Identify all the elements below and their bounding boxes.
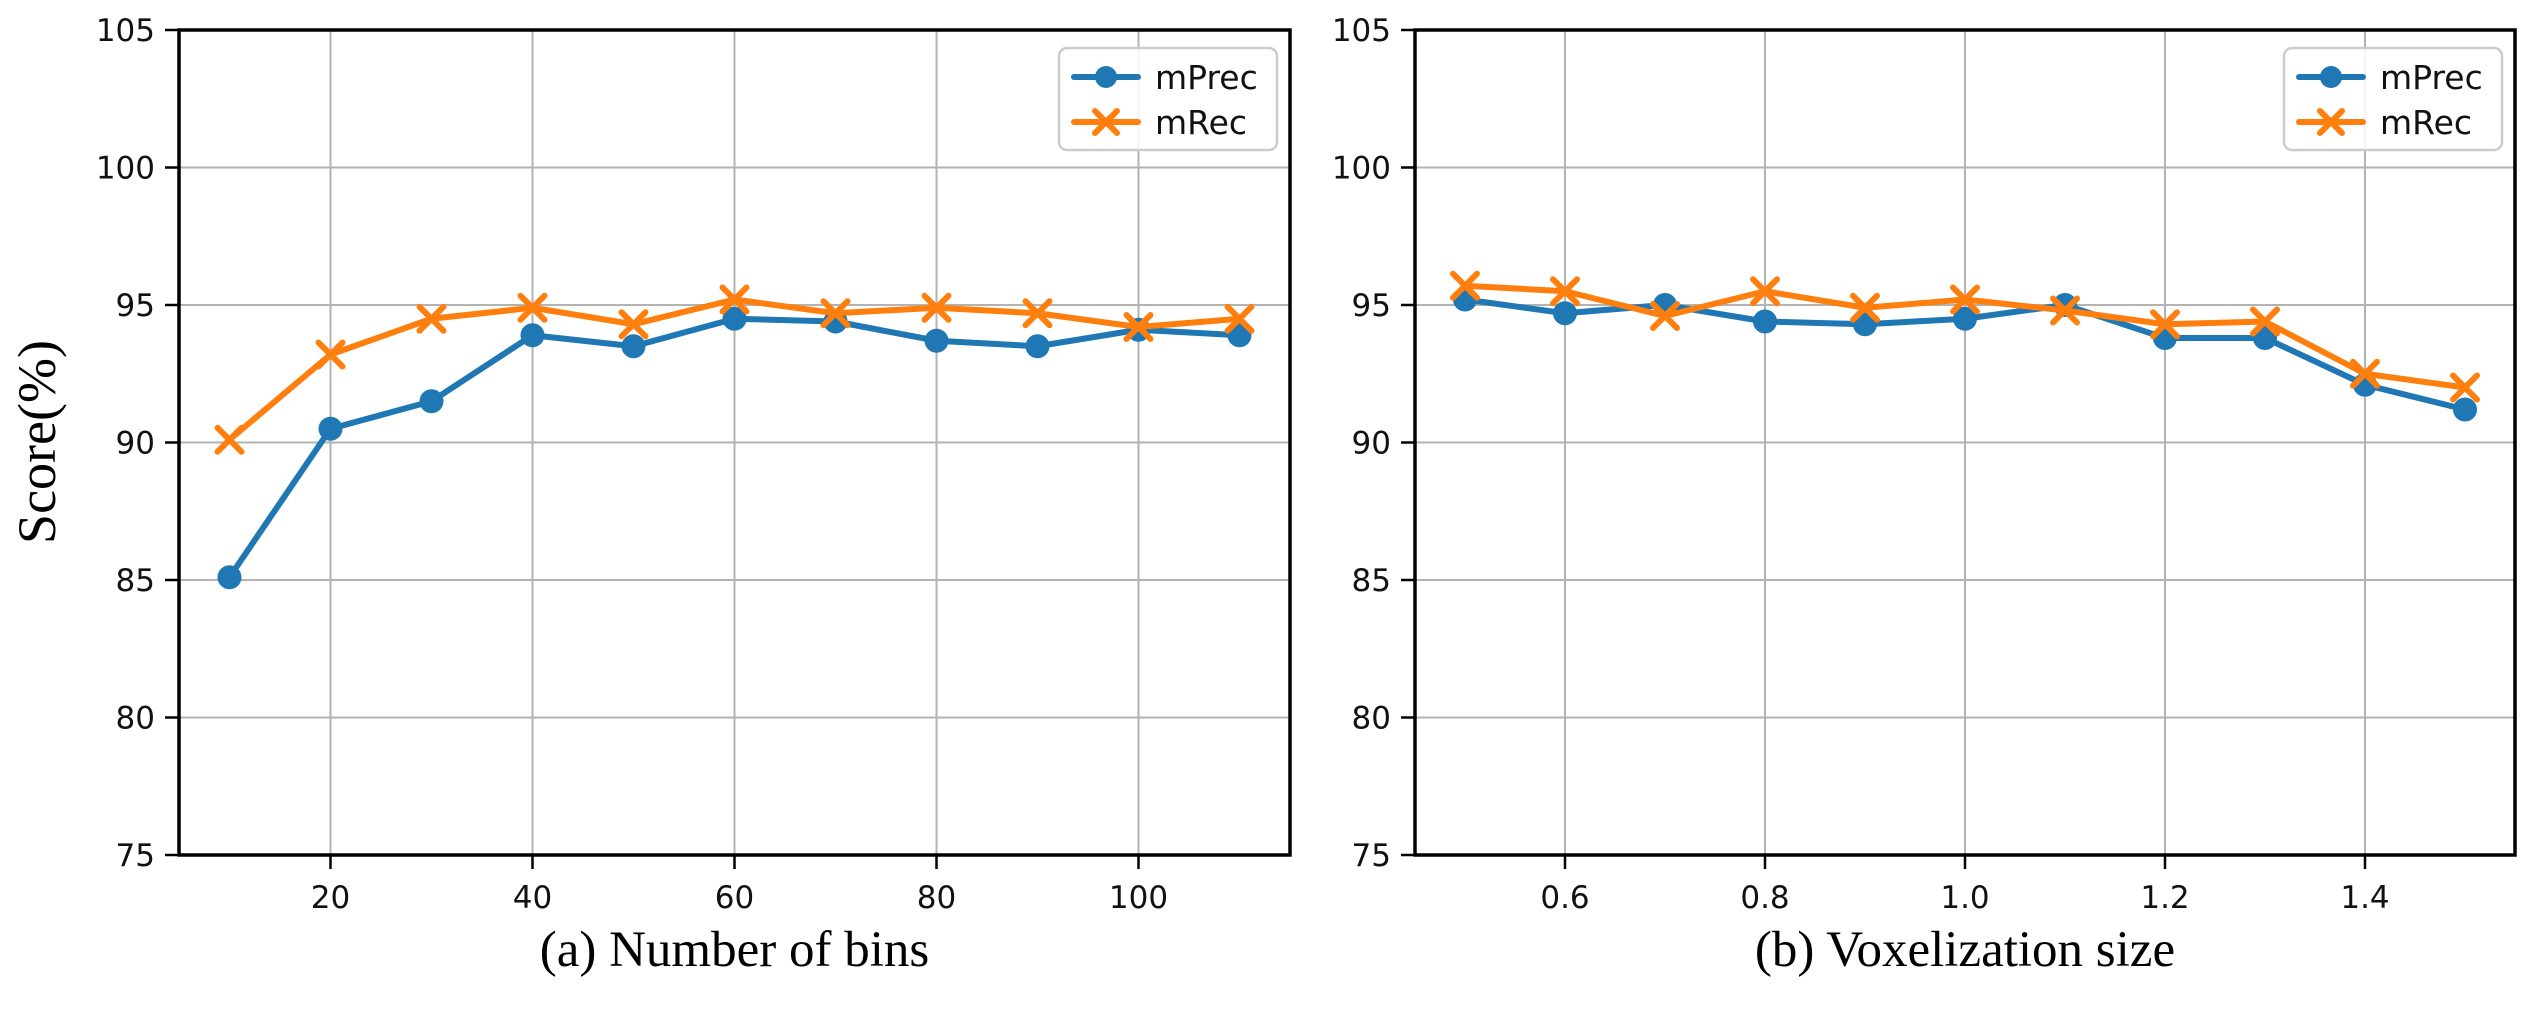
marker-mRec-0: [1450, 270, 1480, 301]
y-tick-label: 90: [116, 426, 155, 462]
chart-a: 20 40 60 80 100 75 80 85 90 95 100 105 mPrec mRec: [96, 13, 1292, 916]
marker-mRec-6: [820, 298, 851, 329]
marker-mPrec-2: [419, 389, 444, 414]
legend: mPrec mRec: [1057, 46, 1279, 152]
x-tick-label: 100: [1109, 880, 1168, 916]
x-tick-label: 60: [715, 880, 754, 916]
marker-mPrec-3: [520, 323, 545, 348]
marker-mRec-6: [2050, 295, 2080, 326]
marker-mPrec-7: [924, 328, 949, 353]
marker-mRec-9: [2350, 358, 2380, 389]
marker-mRec-5: [1950, 284, 1980, 315]
marker-mRec-5: [719, 284, 750, 315]
y-tick-label: 80: [1352, 701, 1391, 737]
legend-marker-mRec: [2317, 108, 2345, 136]
marker-mPrec-10: [1227, 323, 1252, 348]
x-tick-label: 20: [311, 880, 350, 916]
y-axis-label: Score(%): [7, 340, 67, 544]
legend-marker-mPrec: [1095, 66, 1117, 88]
x-tick-label: 0.8: [1740, 880, 1789, 916]
marker-mPrec-4: [621, 334, 646, 359]
y-tick-label: 90: [1352, 426, 1391, 462]
marker-mPrec-0: [217, 565, 242, 590]
chart-b: 0.6 0.8 1.0 1.2 1.4 75 80 85 90 95 100 105 mPrec mRec: [1332, 13, 2517, 916]
legend-marker-mPrec: [2320, 66, 2342, 88]
y-tick-label: 105: [1332, 13, 1391, 49]
marker-mRec-4: [1850, 292, 1880, 323]
marker-mRec-1: [315, 339, 346, 370]
marker-mPrec-4: [1853, 312, 1877, 337]
marker-mRec-10: [2450, 372, 2480, 403]
x-tick-label: 80: [917, 880, 956, 916]
caption-chart-b: (b) Voxelization size: [1754, 922, 2176, 978]
legend-label-mPrec: mPrec: [2380, 58, 2483, 97]
marker-mPrec-5: [722, 306, 747, 331]
marker-mPrec-8: [2253, 326, 2277, 350]
marker-mRec-8: [1022, 298, 1053, 329]
y-tick-label: 75: [1352, 838, 1391, 874]
x-tick-label: 1.4: [2340, 880, 2389, 916]
marker-mPrec-10: [2453, 397, 2477, 422]
y-tick-label: 85: [116, 563, 155, 599]
x-tick-label: 40: [513, 880, 552, 916]
y-tick-label: 100: [96, 151, 155, 187]
marker-mPrec-1: [1553, 301, 1577, 326]
legend-label-mRec: mRec: [2380, 103, 2472, 142]
y-tick-label: 105: [96, 13, 155, 49]
y-tick-label: 95: [116, 288, 155, 324]
x-tick-label: 1.2: [2140, 880, 2189, 916]
y-tick-label: 80: [116, 701, 155, 737]
marker-mRec-0: [214, 424, 245, 455]
y-tick-label: 85: [1352, 563, 1391, 599]
marker-mRec-2: [416, 303, 447, 334]
marker-mRec-8: [2250, 306, 2280, 337]
marker-mRec-4: [618, 309, 649, 340]
legend-label-mPrec: mPrec: [1155, 58, 1258, 97]
legend: mPrec mRec: [2282, 46, 2504, 152]
marker-mRec-10: [1224, 303, 1255, 334]
caption-chart-a: (a) Number of bins: [539, 922, 930, 978]
marker-mRec-7: [2150, 309, 2180, 340]
marker-mRec-3: [517, 292, 548, 323]
y-tick-label: 95: [1352, 288, 1391, 324]
marker-mRec-1: [1550, 276, 1580, 307]
legend-marker-mRec: [1092, 108, 1120, 136]
marker-mPrec-1: [318, 416, 343, 441]
marker-mRec-3: [1750, 276, 1780, 307]
x-tick-label: 1.0: [1940, 880, 1989, 916]
marker-mPrec-3: [1753, 309, 1777, 334]
legend-label-mRec: mRec: [1155, 103, 1247, 142]
marker-mPrec-5: [1953, 306, 1977, 331]
y-tick-label: 100: [1332, 151, 1391, 187]
y-tick-label: 75: [116, 838, 155, 874]
marker-mPrec-8: [1025, 334, 1050, 359]
x-tick-label: 0.6: [1540, 880, 1589, 916]
marker-mRec-2: [1650, 301, 1680, 331]
marker-mRec-7: [921, 292, 952, 323]
marker-mRec-9: [1123, 312, 1154, 342]
